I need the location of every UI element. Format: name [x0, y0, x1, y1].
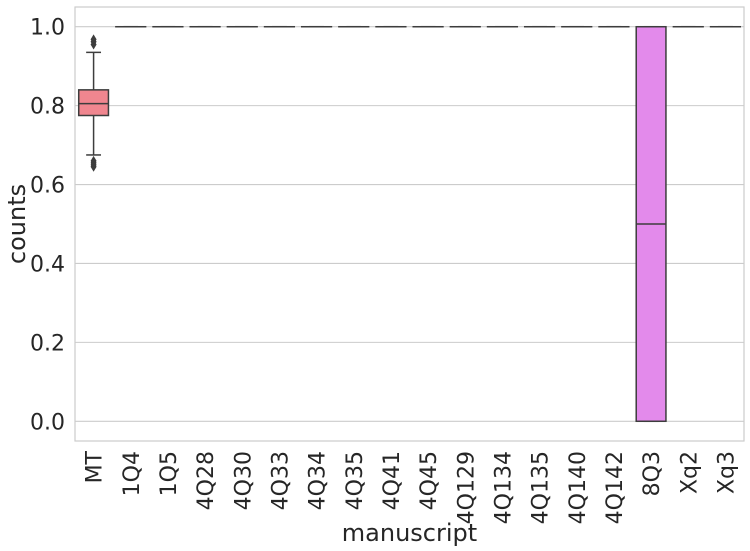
- y-axis-ticks: 0.0 0.2 0.4 0.6 0.8 1.0: [30, 16, 65, 436]
- x-axis-ticks: MT 1Q4 1Q5 4Q28 4Q30 4Q33 4Q34 4Q35 4Q41 4Q45 4Q12…: [83, 450, 740, 524]
- x-tick-label: 4Q41: [380, 451, 405, 510]
- x-tick-label: 4Q142: [603, 451, 628, 524]
- grid-lines: [75, 26, 744, 422]
- y-tick-label: 0.2: [30, 331, 65, 356]
- x-axis-label: manuscript: [342, 519, 477, 547]
- x-tick-label: 8Q3: [640, 451, 665, 496]
- x-tick-label: Xq2: [677, 451, 702, 494]
- x-tick-label: 4Q134: [491, 451, 516, 524]
- iqr-box: [77, 89, 110, 117]
- x-tick-label: 4Q30: [231, 451, 256, 510]
- x-tick-label: 1Q5: [157, 451, 182, 496]
- x-tick-label: 4Q28: [194, 451, 219, 510]
- x-tick-label: Xq3: [714, 451, 739, 494]
- x-tick-label: 4Q135: [529, 451, 554, 524]
- y-tick-label: 1.0: [30, 16, 65, 41]
- y-tick-label: 0.6: [30, 174, 65, 199]
- x-tick-label: 4Q129: [454, 451, 479, 524]
- box-series: [77, 25, 742, 423]
- y-tick-label: 0.8: [30, 95, 65, 120]
- y-tick-label: 0.0: [30, 410, 65, 435]
- y-tick-label: 0.4: [30, 252, 65, 277]
- y-axis-label: counts: [3, 184, 31, 264]
- plot-area-frame: [74, 6, 745, 442]
- outlier-point: [90, 155, 97, 166]
- x-tick-label: 4Q34: [306, 451, 331, 510]
- x-tick-label: 4Q33: [268, 451, 293, 510]
- box-8q3: [635, 25, 667, 423]
- x-tick-label: MT: [83, 450, 108, 483]
- x-tick-label: 4Q45: [417, 451, 442, 510]
- box-mt: [77, 34, 110, 172]
- x-tick-label: 4Q140: [566, 451, 591, 524]
- x-tick-label: 4Q35: [343, 451, 368, 510]
- outlier-point: [90, 34, 97, 45]
- x-tick-label: 1Q4: [120, 451, 145, 496]
